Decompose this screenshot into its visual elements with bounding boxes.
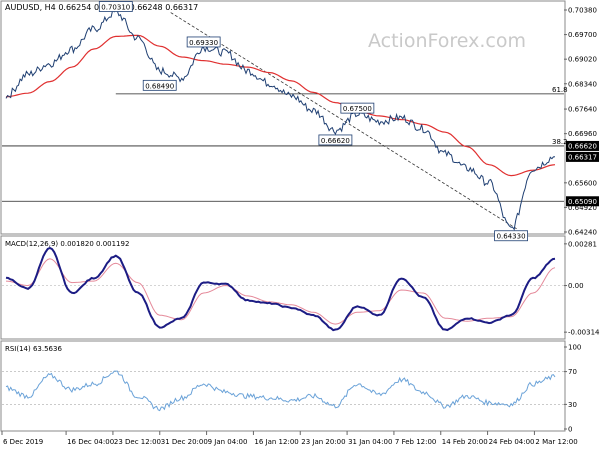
price-tag-1: 0.66317 — [568, 153, 597, 161]
price-annotation-2: 0.68490 — [145, 82, 174, 90]
price-ytick-label-6: 0.65600 — [568, 179, 597, 187]
x-axis: 6 Dec 2019 16 Dec 04:00 23 Dec 12:00 31 Dec… — [1, 431, 578, 446]
price-trendline — [170, 12, 517, 230]
price-annotation-3: 0.67500 — [343, 105, 372, 113]
price-hline-label-1: 38.2 — [552, 138, 568, 146]
price-ytick-label-3: 0.68340 — [568, 80, 597, 88]
price-tag-0: 0.66620 — [568, 142, 597, 150]
price-annotation-1: 0.69330 — [189, 39, 218, 47]
price-tag-box-2 — [566, 196, 599, 207]
price-ytick-label-5: 0.66960 — [568, 130, 597, 138]
rsi-ytick-label-1: 70 — [568, 368, 577, 376]
price-tag-2: 0.65090 — [568, 198, 597, 206]
x-tick-label-11: 2 Mar 12:00 — [535, 438, 577, 446]
watermark: ActionForex.com — [368, 30, 526, 52]
price-annotation-box-4 — [318, 134, 353, 146]
price-ytick-label-4: 0.67640 — [568, 106, 597, 114]
price-annotation-box-1 — [186, 36, 221, 48]
price-annotation-box-0 — [98, 1, 133, 12]
price-annotation-box-3 — [340, 102, 375, 114]
price-ytick-label-2: 0.69020 — [568, 56, 597, 64]
x-tick-label-7: 31 Jan 04:00 — [348, 438, 392, 446]
x-tick-label-1: 16 Dec 04:00 — [67, 438, 114, 446]
price-ytick-label-8: 0.64240 — [568, 229, 597, 237]
macd-panel-title: MACD(12,26,9) 0.001820 0.001192 — [5, 240, 129, 248]
price-tag-box-0 — [566, 140, 599, 151]
x-tick-label-10: 24 Feb 04:00 — [489, 438, 535, 446]
x-tick-label-4: 9 Jan 04:00 — [208, 438, 248, 446]
rsi-line — [5, 370, 556, 412]
price-ytick-label-1: 0.69700 — [568, 31, 597, 39]
macd-line — [5, 246, 556, 332]
macd-ytick-label-1: 0.00 — [568, 282, 584, 290]
x-tick-label-9: 14 Feb 20:00 — [442, 438, 488, 446]
x-tick-label-2: 23 Dec 12:00 — [114, 438, 161, 446]
x-tick-label-6: 23 Jan 20:00 — [301, 438, 345, 446]
rsi-panel-frame — [0, 340, 566, 432]
price-panel-frame — [0, 0, 566, 235]
x-tick-label-3: 31 Dec 20:00 — [161, 438, 208, 446]
rsi-panel-title: RSI(14) 63.5636 — [5, 345, 62, 353]
x-tick-label-8: 7 Feb 12:00 — [395, 438, 436, 446]
price-line — [5, 8, 556, 231]
x-tick-label-5: 16 Jan 12:00 — [254, 438, 298, 446]
price-panel: 0.70380 0.69700 0.69020 0.68340 0.67640 0.669… — [2, 1, 599, 242]
price-ma-line — [5, 34, 556, 177]
price-annotation-box-2 — [142, 79, 177, 91]
rsi-ytick-label-2: 30 — [568, 401, 577, 409]
rsi-panel: 100 70 30 0 — [2, 344, 581, 434]
price-annotation-4: 0.66620 — [321, 137, 350, 145]
price-annotation-0: 0.70310 — [101, 4, 130, 12]
rsi-ytick-label-3: 0 — [568, 426, 572, 434]
macd-signal-line — [5, 258, 556, 325]
rsi-ytick-label-0: 100 — [568, 344, 581, 352]
macd-panel-frame — [0, 235, 566, 340]
price-ytick-label-7: 0.64920 — [568, 204, 597, 212]
price-annotation-box-5 — [494, 230, 528, 242]
price-annotation-5: 0.64330 — [497, 233, 526, 241]
x-tick-label-0: 6 Dec 2019 — [3, 438, 43, 446]
price-ytick-label-0: 0.70380 — [568, 7, 597, 15]
macd-ytick-label-0: 0.00281 — [568, 240, 597, 248]
price-tag-box-1 — [566, 151, 599, 162]
price-hline-label-0: 61.8 — [552, 86, 568, 94]
